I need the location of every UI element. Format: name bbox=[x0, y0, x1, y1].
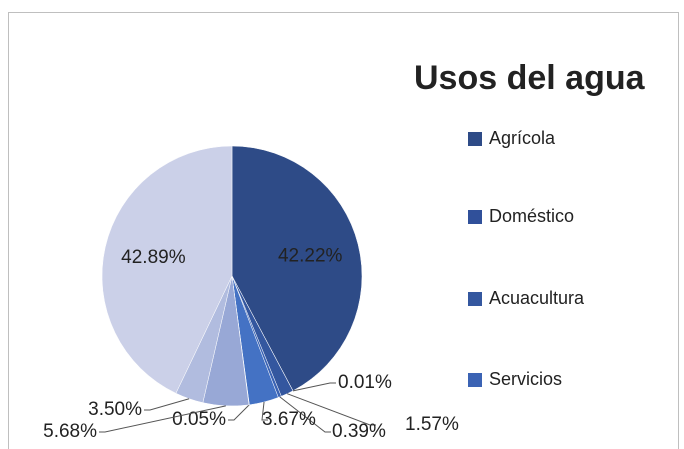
legend-swatch bbox=[468, 210, 482, 224]
data-label: 0.05% bbox=[172, 409, 226, 430]
legend-label: Acuacultura bbox=[489, 288, 585, 308]
leader-line bbox=[287, 393, 376, 426]
leader-line bbox=[99, 405, 226, 433]
leader-line bbox=[279, 396, 331, 433]
data-label: 42.89% bbox=[121, 247, 186, 268]
legend-label: Agrícola bbox=[489, 128, 556, 148]
chart-title: Usos del agua bbox=[414, 59, 646, 97]
legend-swatch bbox=[468, 292, 482, 306]
leader-line bbox=[228, 404, 250, 421]
legend-label: Servicios bbox=[489, 369, 562, 389]
pie-slice bbox=[101, 145, 233, 394]
leader-line bbox=[261, 401, 268, 421]
pie-slice bbox=[231, 145, 363, 392]
data-label: 0.39% bbox=[332, 421, 386, 442]
legend-swatch bbox=[468, 132, 482, 146]
leader-line bbox=[144, 398, 190, 411]
legend-label: Doméstico bbox=[489, 206, 574, 226]
data-label: 1.57% bbox=[405, 414, 459, 435]
data-label: 42.22% bbox=[278, 246, 343, 267]
data-label: 5.68% bbox=[43, 421, 97, 442]
data-label: 3.50% bbox=[88, 399, 142, 420]
data-label: 0.01% bbox=[338, 372, 392, 393]
data-label: 3.67% bbox=[262, 409, 316, 430]
leader-line bbox=[292, 382, 336, 392]
legend-swatch bbox=[468, 373, 482, 387]
